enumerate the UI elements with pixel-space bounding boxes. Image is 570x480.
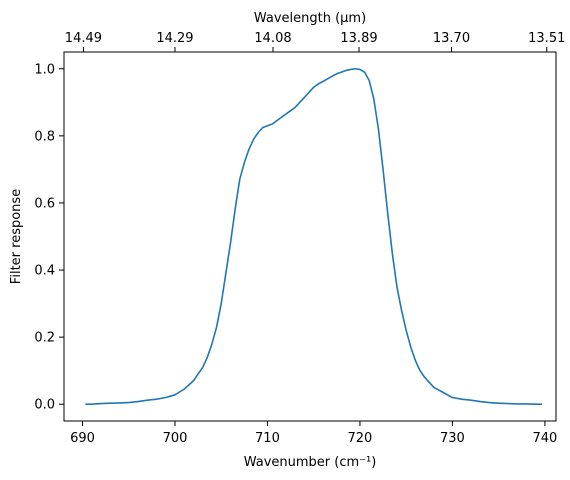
y-tick-label: 0.2 bbox=[34, 331, 55, 346]
top-x-tick-label: 14.08 bbox=[254, 31, 291, 46]
x-axis-title: Wavenumber (cm⁻¹) bbox=[244, 455, 377, 470]
y-axis: 0.0 0.2 0.4 0.6 0.8 1.0 bbox=[34, 62, 64, 413]
x-tick-label: 730 bbox=[440, 431, 465, 446]
top-axis-title: Wavelength (μm) bbox=[254, 11, 366, 26]
top-x-tick-label: 13.70 bbox=[433, 31, 470, 46]
top-x-tick-label: 14.49 bbox=[65, 31, 102, 46]
series-layer bbox=[85, 67, 543, 406]
x-tick-label: 720 bbox=[348, 431, 373, 446]
y-tick-label: 0.6 bbox=[34, 196, 55, 211]
x-tick-label: 690 bbox=[70, 431, 95, 446]
x-tick-label: 710 bbox=[255, 431, 280, 446]
y-tick-label: 0.4 bbox=[34, 264, 55, 279]
y-tick-label: 1.0 bbox=[34, 62, 55, 77]
plot-frame bbox=[63, 51, 557, 422]
top-x-tick-label: 13.51 bbox=[528, 31, 565, 46]
top-x-axis: 14.49 14.29 14.08 13.89 13.70 13.51 bbox=[65, 31, 565, 52]
x-tick-label: 740 bbox=[532, 431, 557, 446]
x-tick-label: 700 bbox=[163, 431, 188, 446]
top-x-tick-label: 13.89 bbox=[340, 31, 377, 46]
bottom-x-axis: 690 700 710 720 730 740 bbox=[70, 421, 557, 446]
y-tick-label: 0.0 bbox=[34, 398, 55, 413]
y-tick-label: 0.8 bbox=[34, 129, 55, 144]
top-x-tick-label: 14.29 bbox=[156, 31, 193, 46]
y-axis-title: Filter response bbox=[9, 189, 24, 284]
series-line-0 bbox=[85, 67, 543, 406]
